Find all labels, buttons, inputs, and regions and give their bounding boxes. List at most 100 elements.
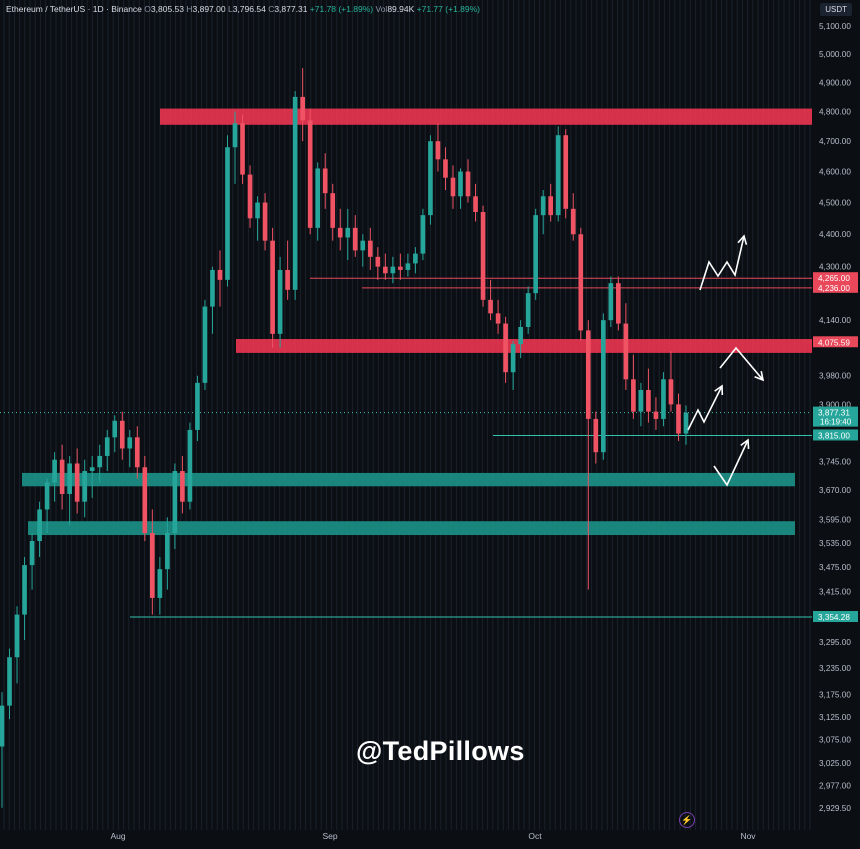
candle-body (631, 379, 636, 412)
candle-body (383, 266, 388, 274)
candle-body (300, 96, 305, 121)
candle-body (292, 96, 298, 290)
price-label-bg (813, 429, 858, 441)
price-tick-label: 4,600.00 (819, 168, 851, 177)
candle-body (458, 171, 463, 197)
candle-body (82, 471, 88, 502)
price-label-bg (813, 406, 858, 427)
candle-body (104, 437, 110, 456)
candle-body (390, 266, 396, 274)
candle-body (142, 467, 148, 534)
price-tick-label: 2,929.50 (819, 804, 851, 813)
candle-body (525, 293, 531, 327)
lightning-icon[interactable]: ⚡ (679, 812, 695, 828)
candle-body (646, 389, 651, 412)
author-watermark: @TedPillows (356, 736, 525, 766)
candle-body (495, 313, 501, 324)
candle-body (14, 614, 20, 658)
low-label: L (227, 4, 233, 14)
candle-body (345, 227, 351, 238)
candle-body (428, 141, 433, 216)
arrow-right-up (687, 385, 723, 431)
candle-body (37, 509, 42, 541)
candles (0, 68, 689, 808)
price-tick-label: 4,300.00 (819, 263, 851, 272)
candle-body (112, 420, 118, 438)
candle-body (450, 177, 456, 197)
symbol-title: Ethereum / TetherUS · 1D · Binance (6, 4, 142, 14)
price-tick-label: 3,175.00 (819, 690, 851, 699)
arrow-upper-head (737, 234, 748, 245)
open-value: 3,805.53 (150, 4, 184, 14)
candle-body (315, 168, 321, 228)
candle-body (195, 382, 200, 430)
candle-body (247, 174, 253, 219)
currency-unit-button[interactable]: USDT (820, 3, 852, 16)
candle-body (127, 437, 133, 449)
price-label-bg (813, 611, 858, 623)
candle-body (180, 471, 185, 502)
candle-body (210, 269, 215, 307)
candle-body (59, 459, 65, 494)
support-zone-3700 (22, 472, 795, 487)
price-tick-label: 3,075.00 (819, 736, 851, 745)
candle-body (518, 326, 523, 345)
candle-body (578, 234, 584, 331)
open-label: O (144, 4, 151, 14)
candle-body (52, 459, 57, 483)
price-tick-label: 3,745.00 (819, 458, 851, 467)
price-tick-label: 4,500.00 (819, 199, 851, 208)
price-tick-label: 5,100.00 (819, 22, 851, 31)
time-axis: Aug Sep Oct Nov (110, 831, 756, 841)
candle-body (240, 123, 245, 175)
candle-body (676, 404, 681, 434)
time-tick-label: Aug (110, 831, 125, 841)
candle-body (435, 141, 441, 160)
candle-body (119, 420, 125, 449)
symbol-header: Ethereum / TetherUS · 1D · Binance O3,80… (6, 4, 480, 14)
price-tick-label: 5,000.00 (819, 50, 851, 59)
candle-body (202, 306, 208, 383)
price-label: 3,354.28 (818, 613, 850, 622)
candle-body (330, 193, 336, 228)
candle-body (67, 463, 72, 494)
time-tick-label: Nov (740, 831, 756, 841)
candle-body (255, 202, 260, 219)
candle-body (555, 135, 561, 216)
candle-body (44, 482, 50, 510)
candle-body (398, 266, 403, 270)
candle-body (74, 463, 80, 502)
grid-lines (3, 0, 811, 830)
candle-body (270, 240, 275, 334)
candle-body (533, 215, 539, 294)
price-labels: 4,265.004,236.00 4,075.59 3,877.3116:19:40… (813, 272, 858, 623)
candle-body (7, 657, 12, 706)
candle-body (262, 202, 268, 241)
price-tick-label: 3,535.00 (819, 539, 851, 548)
candle-body (277, 269, 283, 334)
candle-body (608, 283, 614, 321)
price-label: 3,815.00 (818, 431, 850, 440)
candle-body (473, 196, 478, 212)
change-value: +71.78 (+1.89%) (309, 4, 374, 14)
candle-body (352, 227, 358, 251)
candle-body (337, 227, 343, 238)
arrow-middle-head (754, 371, 765, 382)
countdown-label: 16:19:40 (820, 418, 852, 427)
price-tick-label: 4,140.00 (819, 316, 851, 325)
candle-body (232, 123, 238, 148)
time-tick-label: Oct (528, 831, 542, 841)
candle-body (134, 437, 140, 468)
price-label: 3,877.31 (818, 409, 850, 418)
price-tick-label: 3,025.00 (819, 759, 851, 768)
candle-body (661, 379, 666, 419)
volume-value: 89.94K (387, 4, 415, 14)
arrow-right-up-head (714, 384, 724, 396)
candle-body (29, 540, 35, 566)
candle-body (420, 215, 426, 254)
price-tick-label: 4,400.00 (819, 230, 851, 239)
level-lines (0, 277, 815, 618)
candle-body (0, 705, 5, 747)
